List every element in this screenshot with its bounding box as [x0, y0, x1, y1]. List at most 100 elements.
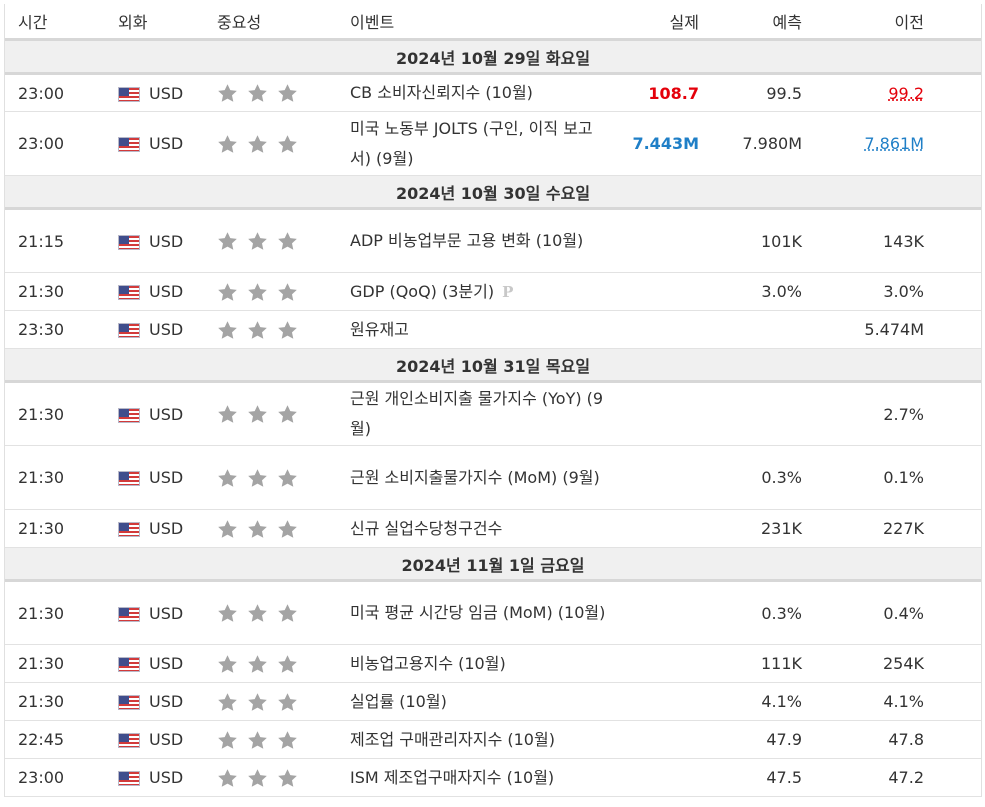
currency-cell: USD — [118, 758, 217, 797]
event-name-cell[interactable]: 실업률 (10월) — [350, 682, 609, 721]
event-row[interactable]: 21:30 USD 근원 개인소비지출 물가지수 (YoY) (9월) 2.7% — [5, 381, 981, 446]
event-name[interactable]: ISM 제조업구매자지수 (10월) — [350, 767, 555, 787]
event-name[interactable]: 비농업고용지수 (10월) — [350, 653, 506, 673]
event-name-cell[interactable]: 비농업고용지수 (10월) — [350, 644, 609, 683]
event-name-cell[interactable]: CB 소비자신뢰지수 (10월) — [350, 73, 609, 112]
importance-stars — [217, 133, 307, 154]
previous-value: 254K — [882, 654, 924, 673]
star-icon — [278, 730, 297, 749]
forecast-value: 47.9 — [701, 720, 804, 759]
forecast-value — [701, 310, 804, 349]
header-time[interactable]: 시간 — [5, 4, 118, 41]
actual-cell — [609, 381, 701, 446]
star-icon — [278, 405, 297, 424]
event-name-cell[interactable]: 제조업 구매관리자지수 (10월) — [350, 720, 609, 759]
currency-cell: USD — [118, 73, 217, 112]
event-name[interactable]: 근원 소비지출물가지수 (MoM) (9월) — [350, 467, 600, 487]
event-name-cell[interactable]: ADP 비농업부문 고용 변화 (10월) — [350, 208, 609, 273]
star-icon — [218, 768, 237, 787]
star-icon — [218, 232, 237, 251]
event-name[interactable]: 제조업 구매관리자지수 (10월) — [350, 729, 555, 749]
event-name[interactable]: 미국 평균 시간당 임금 (MoM) (10월) — [350, 603, 606, 622]
importance-stars — [217, 603, 307, 624]
event-row[interactable]: 21:30 USD 비농업고용지수 (10월) 111K 254K — [5, 644, 981, 683]
header-event[interactable]: 이벤트 — [350, 4, 609, 41]
forecast-value: 7.980M — [701, 111, 804, 176]
currency-cell: USD — [118, 310, 217, 349]
event-name-cell[interactable]: ISM 제조업구매자지수 (10월) — [350, 758, 609, 797]
event-name[interactable]: 신규 실업수당청구건수 — [350, 518, 503, 538]
event-row[interactable]: 22:45 USD 제조업 구매관리자지수 (10월) 47.9 47.8 — [5, 720, 981, 759]
event-row[interactable]: 21:30 USD 근원 소비지출물가지수 (MoM) (9월) 0.3% 0.1% — [5, 445, 981, 510]
importance-cell — [217, 310, 350, 349]
event-name-cell[interactable]: 미국 평균 시간당 임금 (MoM) (10월) — [350, 580, 609, 645]
event-name[interactable]: 근원 개인소비지출 물가지수 (YoY) (9월) — [350, 389, 604, 438]
previous-value[interactable]: 7.861M — [864, 134, 924, 153]
event-name-cell[interactable]: 근원 소비지출물가지수 (MoM) (9월) — [350, 445, 609, 510]
header-forecast[interactable]: 예측 — [701, 4, 804, 41]
event-name[interactable]: 미국 노동부 JOLTS (구인, 이직 보고서) (9월) — [350, 118, 593, 168]
us-flag-icon — [118, 471, 140, 486]
forecast-value: 0.3% — [701, 445, 804, 510]
actual-cell — [609, 509, 701, 548]
previous-value: 5.474M — [864, 320, 924, 339]
event-row[interactable]: 21:30 USD GDP (QoQ) (3분기) P 3.0% 3.0% — [5, 272, 981, 311]
event-name[interactable]: CB 소비자신뢰지수 (10월) — [350, 83, 533, 102]
header-currency[interactable]: 외화 — [118, 4, 217, 41]
currency-cell: USD — [118, 381, 217, 446]
event-name[interactable]: ADP 비농업부문 고용 변화 (10월) — [350, 231, 584, 250]
currency-cell: USD — [118, 445, 217, 510]
previous-value[interactable]: 99.2 — [888, 83, 924, 103]
event-name-cell[interactable]: 원유재고 — [350, 310, 609, 349]
event-name[interactable]: GDP (QoQ) (3분기) — [350, 281, 495, 301]
header-previous[interactable]: 이전 — [804, 4, 981, 41]
importance-stars — [217, 281, 307, 302]
star-icon — [248, 134, 267, 153]
star-icon — [248, 84, 267, 103]
forecast-value — [701, 381, 804, 446]
star-icon — [218, 405, 237, 424]
event-row[interactable]: 21:15 USD ADP 비농업부문 고용 변화 (10월) 101K 143K — [5, 208, 981, 273]
star-icon — [248, 654, 267, 673]
event-name[interactable]: 실업률 (10월) — [350, 691, 447, 711]
actual-cell — [609, 720, 701, 759]
previous-value: 2.7% — [883, 404, 924, 424]
event-name-cell[interactable]: 신규 실업수당청구건수 — [350, 509, 609, 548]
date-label: 2024년 10월 31일 목요일 — [5, 348, 981, 383]
star-icon — [248, 768, 267, 787]
previous-cell: 2.7% — [804, 381, 981, 446]
importance-stars — [217, 467, 307, 488]
star-icon — [218, 320, 237, 339]
event-row[interactable]: 21:30 USD 실업률 (10월) 4.1% 4.1% — [5, 682, 981, 721]
star-icon — [218, 604, 237, 623]
header-importance[interactable]: 중요성 — [217, 4, 350, 41]
event-time: 21:30 — [5, 381, 118, 446]
forecast-value: 47.5 — [701, 758, 804, 797]
importance-cell — [217, 381, 350, 446]
importance-cell — [217, 758, 350, 797]
star-icon — [248, 692, 267, 711]
previous-value: 47.2 — [888, 768, 924, 787]
star-icon — [218, 84, 237, 103]
date-label: 2024년 10월 29일 화요일 — [5, 39, 981, 75]
previous-cell: 4.1% — [804, 682, 981, 721]
event-row[interactable]: 23:00 USD CB 소비자신뢰지수 (10월) 108.7 99.5 99.2 — [5, 73, 981, 112]
event-name-cell[interactable]: GDP (QoQ) (3분기) P — [350, 272, 609, 311]
importance-stars — [217, 404, 307, 425]
event-row[interactable]: 21:30 USD 미국 평균 시간당 임금 (MoM) (10월) 0.3% 0.4% — [5, 580, 981, 645]
previous-cell: 3.0% — [804, 272, 981, 311]
event-name-cell[interactable]: 미국 노동부 JOLTS (구인, 이직 보고서) (9월) — [350, 111, 609, 176]
actual-cell: 108.7 — [609, 73, 701, 112]
star-icon — [218, 519, 237, 538]
header-actual[interactable]: 실제 — [609, 4, 701, 41]
event-row[interactable]: 21:30 USD 신규 실업수당청구건수 231K 227K — [5, 509, 981, 548]
star-icon — [218, 730, 237, 749]
event-row[interactable]: 23:30 USD 원유재고 5.474M — [5, 310, 981, 349]
previous-value: 143K — [882, 231, 924, 251]
event-name[interactable]: 원유재고 — [350, 319, 409, 339]
event-name-cell[interactable]: 근원 개인소비지출 물가지수 (YoY) (9월) — [350, 381, 609, 446]
event-row[interactable]: 23:00 USD 미국 노동부 JOLTS (구인, 이직 보고서) (9월) 7.… — [5, 111, 981, 176]
event-time: 21:30 — [5, 580, 118, 645]
event-row[interactable]: 23:00 USD ISM 제조업구매자지수 (10월) 47.5 47.2 — [5, 758, 981, 797]
us-flag-icon — [118, 285, 140, 300]
